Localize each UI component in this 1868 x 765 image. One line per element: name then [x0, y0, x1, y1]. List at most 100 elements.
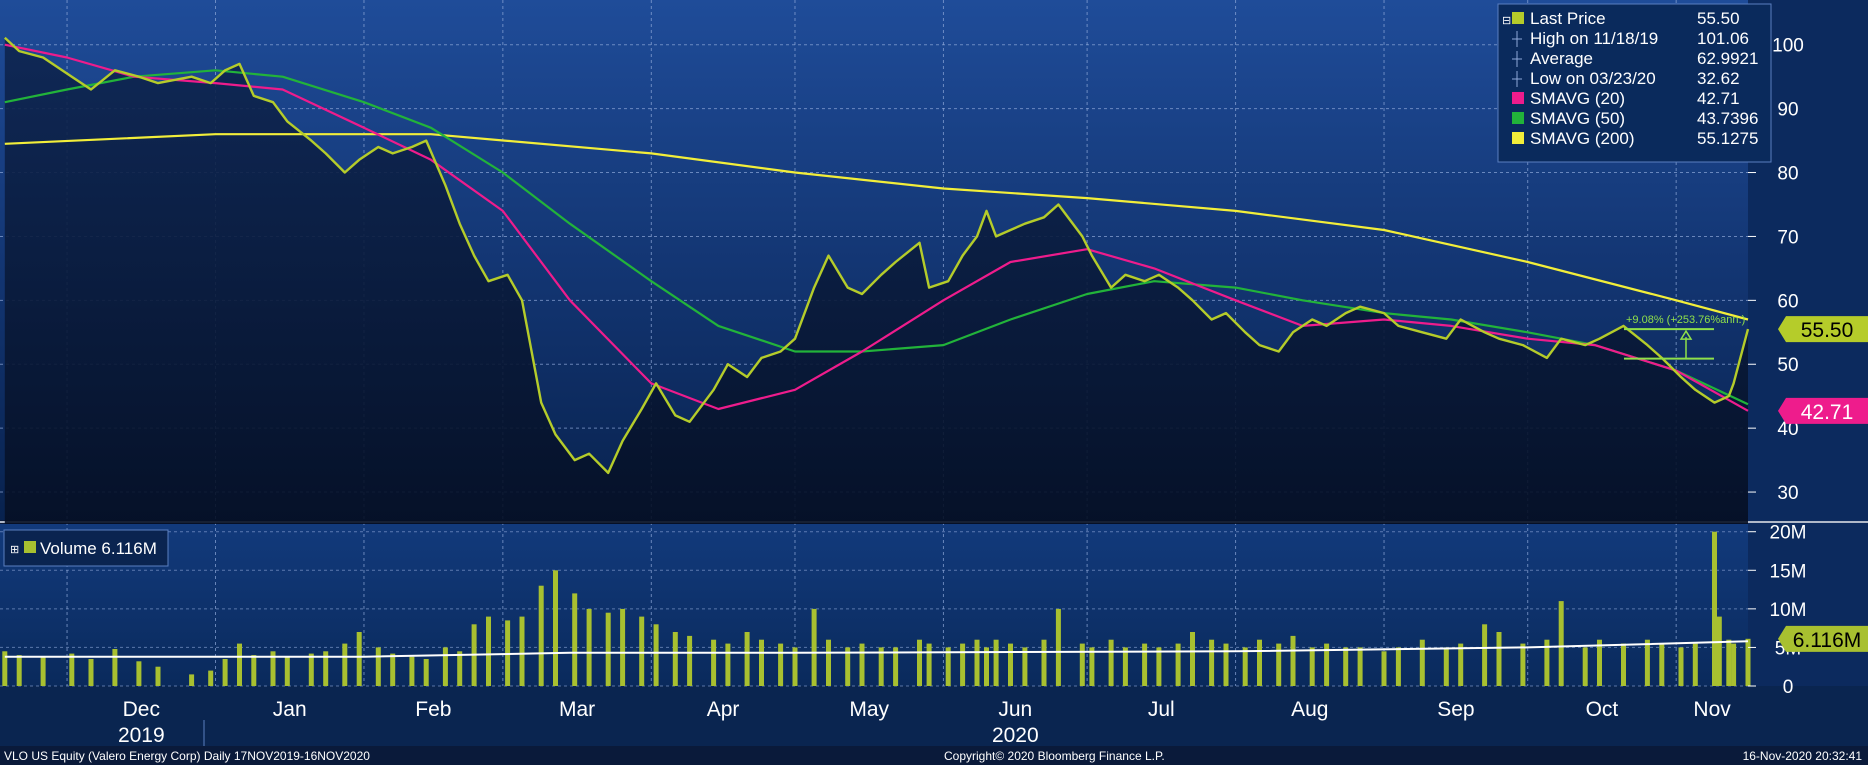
- badge-volume-text: 6.116M: [1793, 629, 1862, 652]
- volume-bar-80: [1381, 651, 1387, 686]
- volume-bar-86: [1496, 632, 1502, 686]
- price-axis: 30 40 50 60 70 80 90 100: [1748, 36, 1804, 504]
- volume-bar-47: [845, 647, 851, 686]
- date-axis-band: [0, 686, 1868, 746]
- volume-bar-4: [88, 659, 94, 686]
- volume-bar-83: [1443, 647, 1449, 686]
- volume-bar-24: [457, 651, 463, 686]
- volume-bar-56: [984, 647, 989, 686]
- price-tick-label-6: 90: [1777, 100, 1798, 121]
- volume-bar-73: [1257, 639, 1262, 686]
- volume-bars: [2, 531, 1751, 686]
- year-label-1: 2020: [992, 724, 1039, 747]
- volume-bar-54: [960, 643, 966, 686]
- volume-bar-7: [155, 666, 161, 686]
- volume-bar-17: [342, 643, 348, 686]
- volume-average-line: [4, 640, 1749, 658]
- volume-bar-43: [778, 643, 784, 686]
- volume-bar-51: [917, 639, 922, 686]
- annotation-arrow-head: [1679, 329, 1693, 340]
- legend-value-0: 55.50: [1697, 9, 1740, 28]
- volume-bar-34: [620, 608, 626, 686]
- volume-bar-66: [1142, 643, 1148, 686]
- volume-bar-94: [1659, 643, 1665, 686]
- volume-bar-91: [1597, 639, 1602, 686]
- volume-bar-71: [1223, 643, 1229, 686]
- legend-value-3: 32.62: [1697, 69, 1740, 88]
- price-tick-label-7: 100: [1772, 36, 1804, 57]
- volume-bar-40: [725, 643, 731, 686]
- month-label-3: Mar: [559, 698, 595, 721]
- volume-tick-label-0: 0: [1783, 677, 1794, 698]
- volume-bar-21: [409, 656, 415, 686]
- volume-bar-6: [136, 661, 142, 686]
- legend-value-5: 43.7396: [1697, 109, 1758, 128]
- month-label-0: Dec: [123, 698, 160, 721]
- volume-bar-36: [653, 624, 659, 686]
- price-tick-label-4: 70: [1777, 227, 1798, 248]
- volume-bar-97: [1712, 531, 1717, 686]
- month-axis: Dec Jan Feb Mar Apr May Jun Jul Aug Sep Oct Nov 2019…: [118, 698, 1731, 747]
- volume-bar-2: [40, 656, 46, 686]
- volume-bar-96: [1692, 643, 1698, 686]
- volume-bar-64: [1108, 639, 1114, 686]
- footer-band: [0, 746, 1868, 765]
- price-tick-label-5: 80: [1777, 164, 1798, 185]
- price-tick-label-3: 60: [1777, 291, 1798, 312]
- volume-bar-19: [375, 647, 381, 686]
- volume-legend-swatch: [24, 541, 36, 553]
- volume-bar-18: [356, 632, 362, 686]
- month-label-6: Jun: [998, 698, 1032, 721]
- year-label-0: 2019: [118, 724, 165, 747]
- volume-bar-9: [208, 670, 214, 686]
- volume-bar-55: [974, 639, 980, 686]
- volume-tick-label-2: 10M: [1770, 600, 1807, 621]
- volume-bar-100: [1731, 643, 1737, 686]
- price-tick-label-0: 30: [1777, 483, 1798, 504]
- series-line-3: [4, 133, 1749, 321]
- badge-sma20-bg: [1778, 397, 1868, 424]
- legend-label-5: SMAVG (50): [1530, 109, 1625, 128]
- volume-bar-76: [1309, 647, 1315, 686]
- month-label-9: Sep: [1437, 698, 1474, 721]
- volume-bar-72: [1242, 647, 1248, 686]
- price-tick-label-2: 50: [1777, 355, 1798, 376]
- volume-bar-14: [284, 656, 290, 686]
- volume-legend[interactable]: ⊞ Volume 6.116M: [3, 529, 169, 567]
- badge-sma20-text: 42.71: [1801, 401, 1854, 424]
- badge-volume-bg: [1778, 625, 1868, 652]
- volume-bar-22: [423, 659, 429, 686]
- legend-label-2: Average: [1530, 49, 1593, 68]
- volume-bar-33: [605, 612, 611, 686]
- legend[interactable]: ⊟ Last Price 55.50 High on 11/18/19 101.06 Av…: [1497, 3, 1772, 163]
- volume-bar-37: [672, 632, 678, 686]
- expand-icon[interactable]: ⊞: [10, 544, 19, 556]
- volume-bar-75: [1290, 635, 1296, 686]
- volume-bar-95: [1678, 647, 1684, 686]
- volume-bar-89: [1558, 601, 1564, 686]
- volume-bar-12: [251, 655, 257, 686]
- volume-bar-69: [1190, 632, 1195, 686]
- volume-axis-band: [1748, 524, 1868, 686]
- volume-bar-13: [270, 651, 276, 686]
- volume-bar-38: [687, 635, 693, 686]
- month-label-11: Nov: [1693, 698, 1731, 721]
- volume-bar-1: [16, 655, 22, 686]
- volume-bar-32: [586, 608, 592, 686]
- volume-bar-59: [1022, 647, 1028, 686]
- badge-last-price-bg: [1778, 316, 1868, 343]
- volume-bar-99: [1726, 639, 1732, 686]
- badge-last-price-text: 55.50: [1801, 319, 1854, 342]
- volume-bar-48: [859, 643, 865, 686]
- volume-bar-78: [1343, 647, 1349, 686]
- volume-bar-92: [1621, 643, 1626, 686]
- volume-bar-58: [1008, 643, 1013, 686]
- volume-bar-53: [945, 647, 951, 686]
- legend-label-0: Last Price: [1530, 9, 1606, 28]
- month-label-5: May: [849, 698, 889, 721]
- volume-bar-68: [1175, 643, 1181, 686]
- volume-bar-10: [222, 659, 228, 686]
- legend-value-6: 55.1275: [1697, 129, 1758, 148]
- month-label-7: Jul: [1148, 698, 1175, 721]
- volume-bar-23: [442, 647, 448, 686]
